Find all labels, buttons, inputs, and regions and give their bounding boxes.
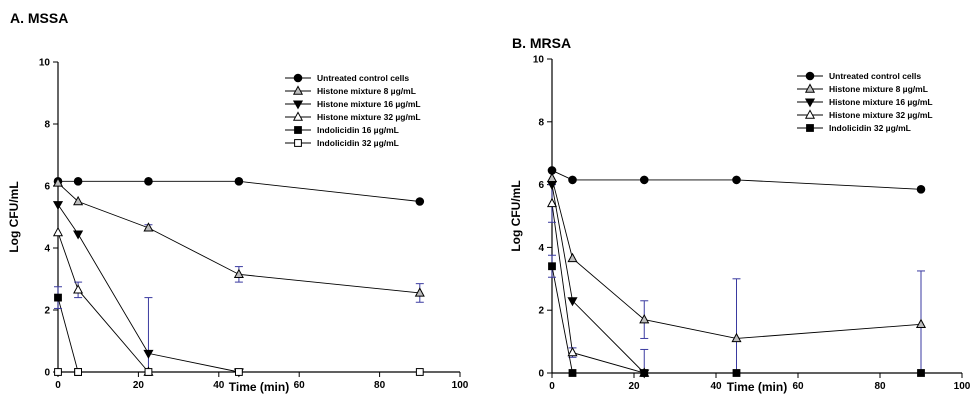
data-point [640, 369, 649, 377]
data-point [546, 172, 558, 183]
legend-label: Indolicidin 32 µg/mL [317, 138, 399, 148]
legend-marker [292, 100, 304, 110]
y-tick-label: 0 [538, 369, 544, 380]
y-tick-label: 6 [538, 180, 544, 191]
data-point [548, 262, 556, 271]
legend-marker [292, 111, 304, 121]
legend-label: Indolicidin 16 µg/mL [317, 125, 399, 135]
legend-marker [804, 83, 816, 93]
x-tick-label: 20 [133, 380, 145, 391]
data-point [54, 368, 62, 376]
series-line [57, 232, 149, 373]
series-line [57, 297, 79, 373]
y-axis-label: Log CFU/mL [509, 180, 523, 251]
data-point [732, 175, 741, 185]
series-line [551, 184, 645, 374]
x-tick-label: 0 [55, 380, 61, 391]
legend-label: Indolicidin 32 µg/mL [829, 123, 911, 133]
data-point [639, 313, 650, 324]
legend-label: Histone mixture 16 µg/mL [317, 99, 421, 109]
data-point [732, 369, 741, 377]
data-point [568, 175, 577, 185]
x-tick-label: 60 [792, 381, 804, 392]
legend-label: Untreated control cells [829, 71, 921, 81]
legend-marker [294, 126, 302, 134]
x-tick-label: 80 [374, 380, 386, 391]
data-point [546, 181, 558, 191]
data-point [567, 346, 578, 357]
data-point [52, 226, 64, 237]
y-tick-label: 10 [39, 58, 51, 69]
data-point [74, 368, 82, 376]
legend-marker [806, 124, 814, 132]
data-point [568, 369, 577, 377]
x-axis-label: Time (min) [229, 380, 289, 394]
data-point [54, 293, 62, 302]
y-tick-label: 8 [538, 117, 544, 128]
data-point [546, 197, 558, 208]
data-point [52, 201, 64, 211]
data-point [73, 284, 84, 294]
data-point [415, 197, 425, 206]
y-axis-label: Log CFU/mL [7, 181, 21, 252]
data-point [916, 185, 926, 194]
x-tick-label: 80 [874, 381, 886, 392]
data-point [235, 368, 243, 376]
data-point [234, 177, 244, 186]
panel-title-a: A. MSSA [10, 10, 68, 26]
x-tick-label: 100 [954, 381, 971, 392]
data-point [233, 268, 244, 279]
legend-label: Untreated control cells [317, 73, 409, 83]
legend-marker [804, 98, 816, 108]
legend-label: Histone mixture 8 µg/mL [317, 86, 416, 96]
data-point [143, 222, 154, 232]
data-point [567, 252, 578, 263]
legend-label: Histone mixture 8 µg/mL [829, 84, 928, 94]
x-tick-label: 100 [452, 380, 469, 391]
x-tick-label: 40 [213, 380, 225, 391]
data-point [73, 195, 84, 206]
x-tick-label: 60 [294, 380, 306, 391]
legend-label: Histone mixture 16 µg/mL [829, 97, 933, 107]
data-point [144, 368, 153, 376]
data-point [915, 318, 927, 329]
y-tick-label: 6 [44, 182, 50, 193]
legend-marker [294, 139, 302, 147]
x-tick-label: 40 [710, 381, 722, 392]
y-tick-label: 10 [533, 55, 545, 66]
data-point [144, 177, 153, 186]
x-tick-label: 20 [628, 381, 640, 392]
legend-marker [292, 85, 304, 95]
legend-label: Histone mixture 32 µg/mL [317, 112, 421, 122]
series-line [551, 203, 645, 374]
legend-marker [805, 71, 815, 81]
data-point [52, 177, 64, 187]
series-line [57, 204, 239, 373]
data-point [143, 349, 154, 359]
data-point [567, 297, 578, 307]
y-tick-label: 2 [44, 306, 50, 317]
y-tick-label: 8 [44, 120, 50, 131]
data-point [73, 230, 84, 240]
legend-marker [804, 109, 816, 119]
x-tick-label: 0 [549, 381, 555, 392]
y-tick-label: 4 [538, 243, 544, 254]
legend-label: Histone mixture 32 µg/mL [829, 110, 933, 120]
data-point [415, 368, 424, 376]
x-axis-label: Time (min) [727, 380, 787, 394]
data-point [73, 177, 83, 186]
y-tick-label: 4 [44, 244, 50, 255]
data-point [731, 332, 742, 343]
legend-marker [293, 73, 303, 83]
data-point [639, 175, 649, 185]
data-point [414, 287, 425, 297]
data-point [917, 369, 925, 377]
panel-title-b: B. MRSA [512, 35, 571, 51]
y-tick-label: 0 [44, 368, 50, 379]
y-tick-label: 2 [538, 306, 544, 317]
